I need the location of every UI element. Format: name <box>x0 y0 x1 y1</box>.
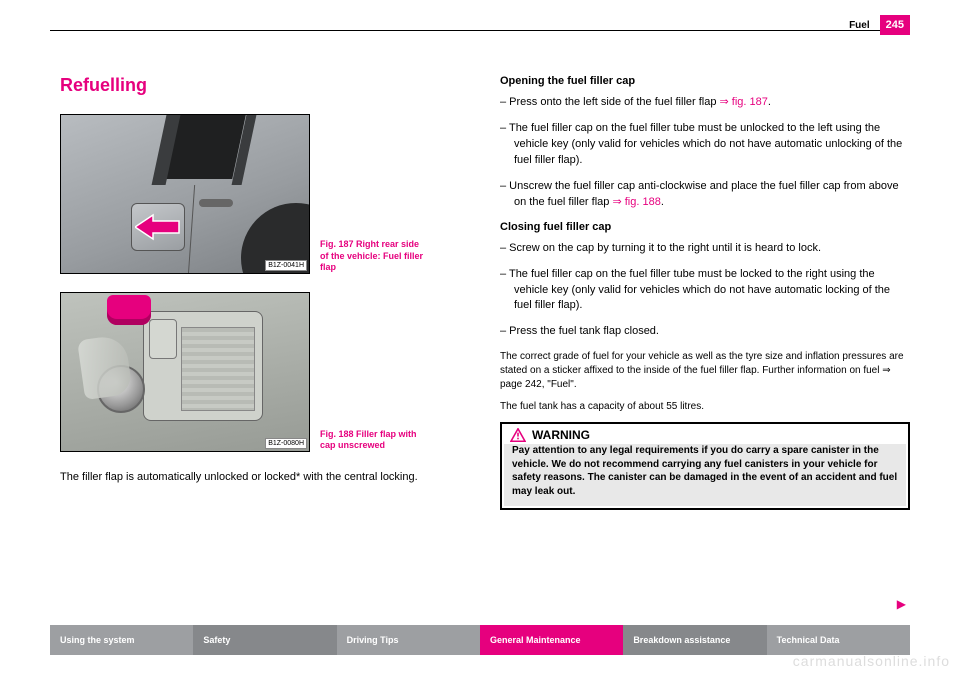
page-header: Fuel 245 <box>849 15 910 35</box>
note-2: The fuel tank has a capacity of about 55… <box>500 400 910 414</box>
close-step-2: – The fuel filler cap on the fuel filler… <box>500 267 910 315</box>
watermark: carmanualsonline.info <box>793 653 950 669</box>
open-step-1a: – Press onto the left side of the fuel f… <box>500 96 720 108</box>
warning-header: WARNING <box>502 424 908 444</box>
page: Fuel 245 Refuelling B1Z <box>0 0 960 673</box>
open-step-1: – Press onto the left side of the fuel f… <box>500 95 910 111</box>
page-number: 245 <box>880 15 910 35</box>
section-label: Fuel <box>849 20 870 31</box>
fig188-ref: ⇒ fig. 188 <box>612 196 660 208</box>
open-step-3: – Unscrew the fuel filler cap anti-clock… <box>500 179 910 211</box>
warning-box: WARNING Pay attention to any legal requi… <box>500 422 910 510</box>
open-step-1c: . <box>768 96 771 108</box>
bottom-nav-item[interactable]: Technical Data <box>767 625 910 655</box>
closing-heading: Closing fuel filler cap <box>500 221 910 233</box>
right-column: Opening the fuel filler cap – Press onto… <box>500 75 910 510</box>
open-step-2: – The fuel filler cap on the fuel filler… <box>500 121 910 169</box>
figure-187: B1Z-0041H <box>60 114 310 274</box>
cap-holder <box>149 319 177 359</box>
open-step-3c: . <box>661 196 664 208</box>
figure-188-row: B1Z-0080H Fig. 188 Filler flap with cap … <box>60 292 470 452</box>
warning-icon <box>510 428 526 442</box>
opening-heading: Opening the fuel filler cap <box>500 75 910 87</box>
info-sticker <box>181 327 255 411</box>
figure-187-id: B1Z-0041H <box>265 260 307 271</box>
note-1: The correct grade of fuel for your vehic… <box>500 350 910 392</box>
bottom-nav-item[interactable]: Using the system <box>50 625 193 655</box>
bottom-nav-item[interactable]: General Maintenance <box>480 625 623 655</box>
figure-188: B1Z-0080H <box>60 292 310 452</box>
figure-188-id: B1Z-0080H <box>265 438 307 449</box>
warning-title: WARNING <box>532 428 590 442</box>
bottom-nav: Using the systemSafetyDriving TipsGenera… <box>50 625 910 655</box>
open-step-3a: – Unscrew the fuel filler cap anti-clock… <box>500 180 899 208</box>
figure-187-caption: Fig. 187 Right rear side of the vehicle:… <box>320 239 430 274</box>
door-handle <box>199 199 233 207</box>
fuel-cap <box>107 295 151 325</box>
bottom-nav-item[interactable]: Breakdown assistance <box>623 625 766 655</box>
figure-187-row: B1Z-0041H Fig. 187 Right rear side of th… <box>60 114 470 274</box>
arrow-left-icon <box>135 213 181 241</box>
bottom-nav-item[interactable]: Driving Tips <box>337 625 480 655</box>
continue-icon: ▶ <box>897 597 906 611</box>
bottom-nav-item[interactable]: Safety <box>193 625 336 655</box>
content-columns: Refuelling B1Z-0041H Fig. 187 Ri <box>60 20 910 510</box>
warning-body: Pay attention to any legal requirements … <box>504 444 906 506</box>
left-column: Refuelling B1Z-0041H Fig. 187 Ri <box>60 75 470 510</box>
fig187-ref: ⇒ fig. 187 <box>720 96 768 108</box>
close-step-3: – Press the fuel tank flap closed. <box>500 324 910 340</box>
figure-188-caption: Fig. 188 Filler flap with cap unscrewed <box>320 429 430 452</box>
left-paragraph: The filler flap is automatically unlocke… <box>60 470 470 485</box>
section-title: Refuelling <box>60 75 470 96</box>
close-step-1: – Screw on the cap by turning it to the … <box>500 241 910 257</box>
header-rule <box>50 30 910 31</box>
